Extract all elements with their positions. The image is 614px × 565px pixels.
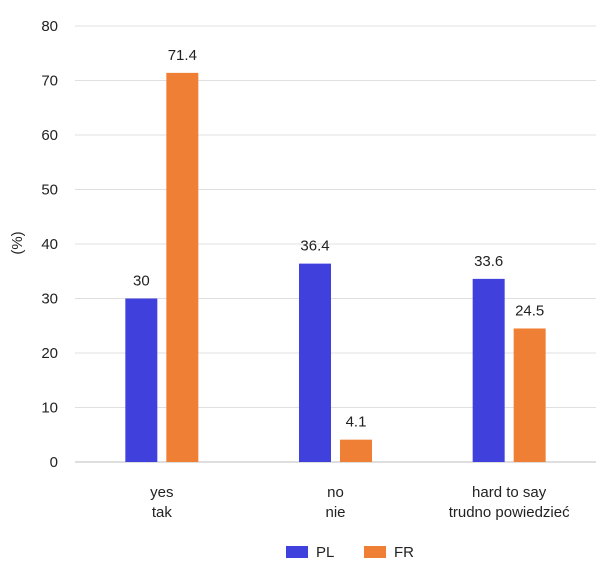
bar-pl-0 <box>125 298 158 462</box>
y-tick-label: 80 <box>41 18 58 35</box>
legend: PL FR <box>286 544 414 561</box>
y-tick-label: 40 <box>41 236 58 253</box>
category-label: nie <box>325 504 345 521</box>
category-label: hard to say <box>472 484 547 501</box>
y-tick-label: 0 <box>50 454 58 471</box>
y-tick-label: 10 <box>41 400 58 417</box>
y-axis-title: (%) <box>9 231 26 254</box>
value-label: 33.6 <box>474 253 503 270</box>
value-label: 36.4 <box>300 238 329 255</box>
y-axis-ticks: 0 10 20 30 40 50 60 70 80 <box>41 18 58 471</box>
y-tick-label: 70 <box>41 73 58 90</box>
bar-fr-2 <box>513 328 546 462</box>
y-tick-label: 50 <box>41 182 58 199</box>
y-tick-label: 20 <box>41 345 58 362</box>
value-label: 24.5 <box>515 302 544 319</box>
y-tick-label: 30 <box>41 291 58 308</box>
category-label: yes <box>150 484 173 501</box>
gridlines <box>75 25 596 463</box>
legend-swatch-pl <box>286 546 308 558</box>
value-label: 4.1 <box>346 414 367 431</box>
bars <box>125 72 546 463</box>
bar-fr-0 <box>166 72 199 463</box>
category-label: trudno powiedzieć <box>449 504 570 521</box>
legend-label-fr: FR <box>394 544 414 561</box>
category-label: no <box>327 484 344 501</box>
value-labels: 30 71.4 36.4 4.1 33.6 24.5 <box>133 47 544 431</box>
value-label: 30 <box>133 273 150 290</box>
legend-swatch-fr <box>364 546 386 558</box>
legend-label-pl: PL <box>316 544 334 561</box>
value-label: 71.4 <box>168 47 197 64</box>
bar-fr-1 <box>340 439 372 462</box>
bar-pl-2 <box>472 278 505 462</box>
category-label: tak <box>152 504 173 521</box>
y-tick-label: 60 <box>41 127 58 144</box>
bar-pl-1 <box>299 263 331 462</box>
category-labels: yes tak no nie hard to say trudno powiedzieć <box>150 484 570 521</box>
